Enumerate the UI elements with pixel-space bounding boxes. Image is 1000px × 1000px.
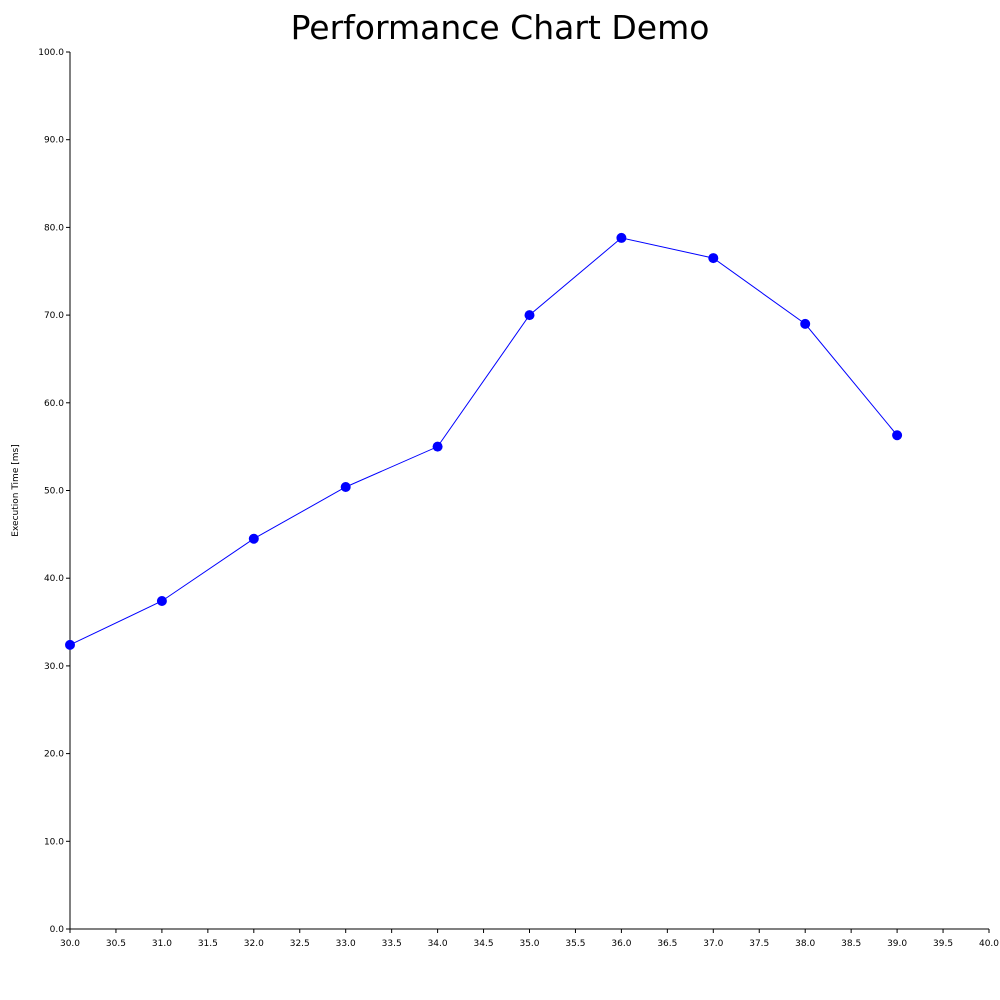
data-point: [248, 533, 259, 544]
y-tick-label: 0.0: [50, 925, 65, 935]
x-tick-label: 36.0: [611, 939, 631, 949]
x-tick-label: 32.0: [244, 939, 264, 949]
y-tick-label: 100.0: [38, 48, 64, 58]
x-tick-label: 30.0: [60, 939, 80, 949]
x-tick-label: 33.0: [336, 939, 356, 949]
x-tick-label: 31.5: [198, 939, 218, 949]
y-tick-label: 90.0: [44, 136, 64, 146]
x-tick-label: 39.5: [933, 939, 953, 949]
x-tick-label: 37.5: [749, 939, 769, 949]
y-axis-ticks: 0.0 10.0 20.0 30.0 40.0 50.0 60.0 70.0 80.0 90.0 1…: [38, 48, 70, 935]
x-axis-ticks: 30.0 30.5 31.0 31.5 32.0 32.5 33.0 33.5 34.0 34.5…: [60, 929, 999, 949]
data-point: [616, 232, 627, 243]
data-point: [156, 596, 167, 607]
y-tick-label: 70.0: [44, 311, 64, 321]
x-tick-label: 35.0: [519, 939, 539, 949]
x-tick-label: 40.0: [979, 939, 999, 949]
x-tick-label: 39.0: [887, 939, 907, 949]
series-line: [69, 237, 898, 646]
x-tick-label: 30.5: [106, 939, 126, 949]
x-tick-label: 34.5: [474, 939, 494, 949]
y-axis-label: Execution Time [ms]: [11, 444, 21, 536]
data-point: [524, 310, 535, 321]
data-point: [432, 441, 443, 452]
x-tick-label: 33.5: [382, 939, 402, 949]
x-tick-label: 37.0: [703, 939, 723, 949]
chart-title: Performance Chart Demo: [290, 8, 710, 47]
series-group: [65, 232, 903, 650]
y-tick-label: 80.0: [44, 223, 64, 233]
y-tick-label: 40.0: [44, 574, 64, 584]
data-point: [800, 318, 811, 329]
y-tick-label: 30.0: [44, 662, 64, 672]
x-tick-label: 38.5: [841, 939, 861, 949]
x-tick-label: 32.5: [290, 939, 310, 949]
data-point: [892, 430, 903, 441]
x-tick-label: 36.5: [657, 939, 677, 949]
data-point: [65, 639, 75, 650]
y-tick-label: 10.0: [44, 837, 64, 847]
x-tick-label: 35.5: [565, 939, 585, 949]
data-point: [708, 253, 719, 264]
y-tick-label: 20.0: [44, 750, 64, 760]
x-tick-label: 38.0: [795, 939, 815, 949]
axes: [69, 52, 989, 930]
x-tick-label: 34.0: [428, 939, 448, 949]
x-tick-label: 31.0: [152, 939, 172, 949]
y-tick-label: 60.0: [44, 399, 64, 409]
y-tick-label: 50.0: [44, 487, 64, 497]
data-point: [340, 481, 351, 492]
